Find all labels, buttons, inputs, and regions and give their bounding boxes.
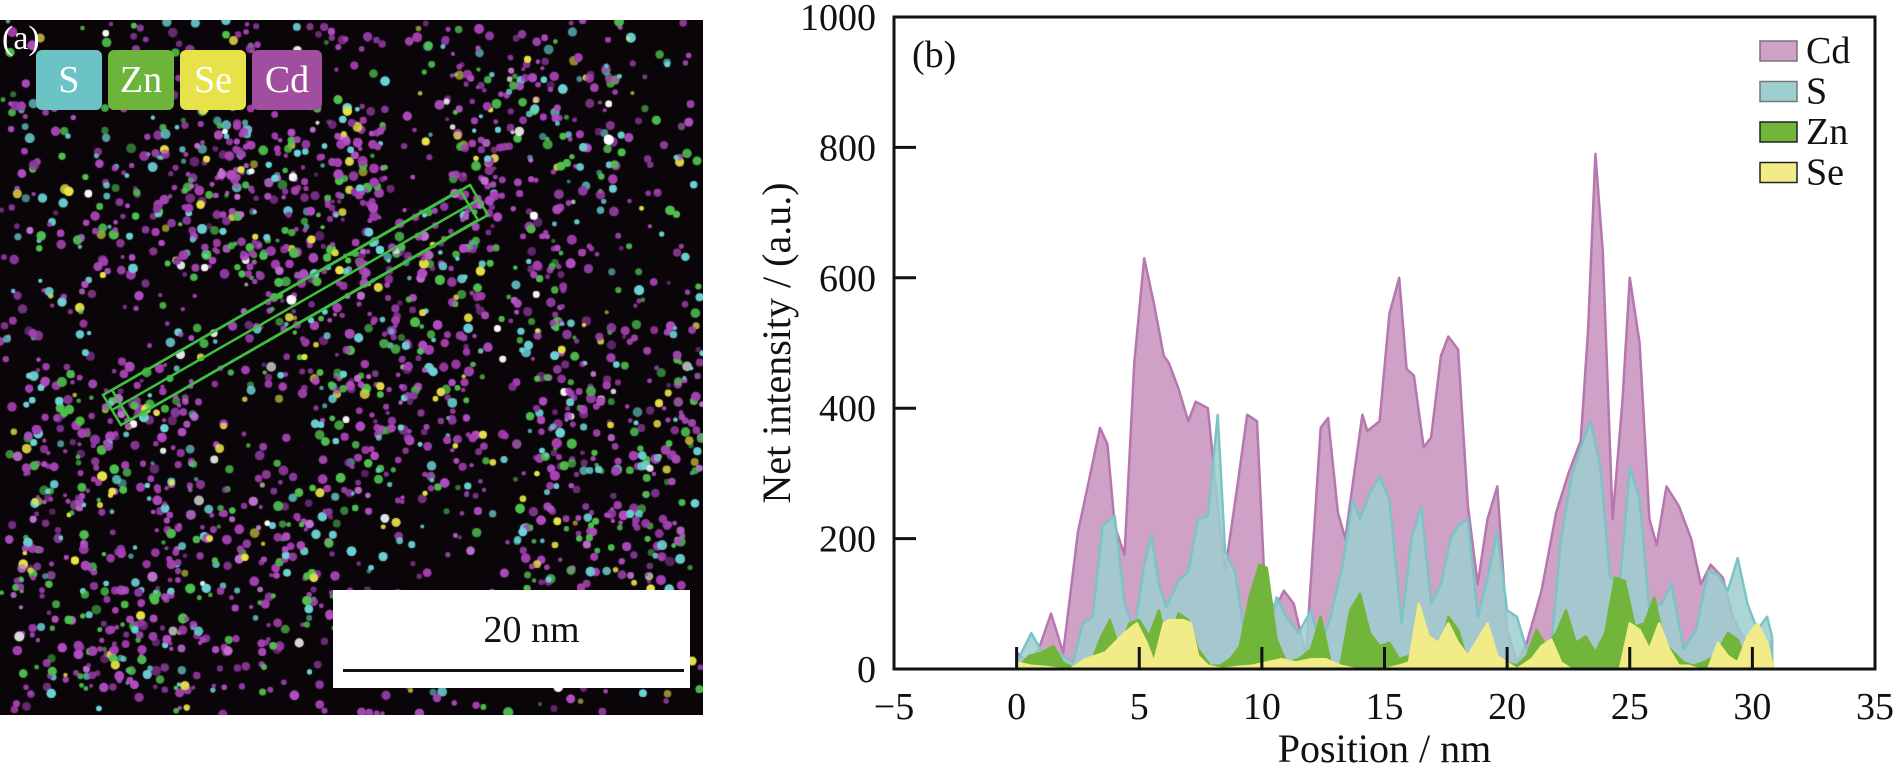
panel-label-a: (a)	[2, 20, 40, 57]
x-tick-label: −5	[874, 686, 914, 728]
line-profile-overlay	[101, 183, 490, 427]
x-tick-label: 25	[1611, 686, 1649, 728]
element-chip-cd: Cd	[252, 50, 322, 110]
x-tick-label: 5	[1130, 686, 1149, 728]
line-profile-box	[101, 183, 490, 427]
x-tick-label: 0	[1007, 686, 1026, 728]
scale-bar: 20 nm	[333, 590, 690, 688]
elemental-map-image: (a) S Zn Se Cd 20 nm	[0, 20, 703, 715]
element-chip-zn: Zn	[108, 50, 174, 110]
legend-label-s: S	[1806, 71, 1827, 113]
series-layer	[1015, 152, 1774, 671]
legend-swatch-cd	[1759, 40, 1798, 62]
x-tick-label: 35	[1856, 686, 1894, 728]
y-tick-label: 600	[819, 258, 876, 300]
y-tick-label: 800	[819, 127, 876, 169]
x-tick-label: 20	[1488, 686, 1526, 728]
x-tick-label: 10	[1243, 686, 1281, 728]
x-tick-label: 15	[1366, 686, 1404, 728]
y-tick-label: 200	[819, 519, 876, 561]
area-series-s	[1015, 413, 1774, 671]
line-profile-outline	[110, 183, 490, 422]
element-chip-se: Se	[180, 50, 246, 110]
legend-swatch-se	[1759, 161, 1798, 184]
legend-label-zn: Zn	[1806, 111, 1848, 153]
x-axis-title: Position / nm	[1278, 726, 1491, 770]
legend-swatch-s	[1759, 80, 1798, 103]
scale-bar-label: 20 nm	[483, 609, 580, 651]
legend-label-cd: Cd	[1806, 30, 1850, 72]
line-profile-path	[111, 198, 479, 412]
area-series-se	[1015, 602, 1774, 671]
scale-bar-line	[343, 669, 684, 672]
legend-swatch-zn	[1759, 121, 1798, 143]
y-tick-label: 400	[819, 388, 876, 430]
panel-label-b: (b)	[912, 34, 956, 76]
element-chip-s: S	[36, 50, 102, 110]
y-axis-title: Net intensity / (a.u.)	[754, 182, 799, 503]
y-tick-label: 1000	[800, 0, 876, 39]
y-tick-label: 0	[857, 649, 876, 691]
legend-label-se: Se	[1806, 152, 1844, 194]
x-tick-label: 30	[1733, 686, 1771, 728]
